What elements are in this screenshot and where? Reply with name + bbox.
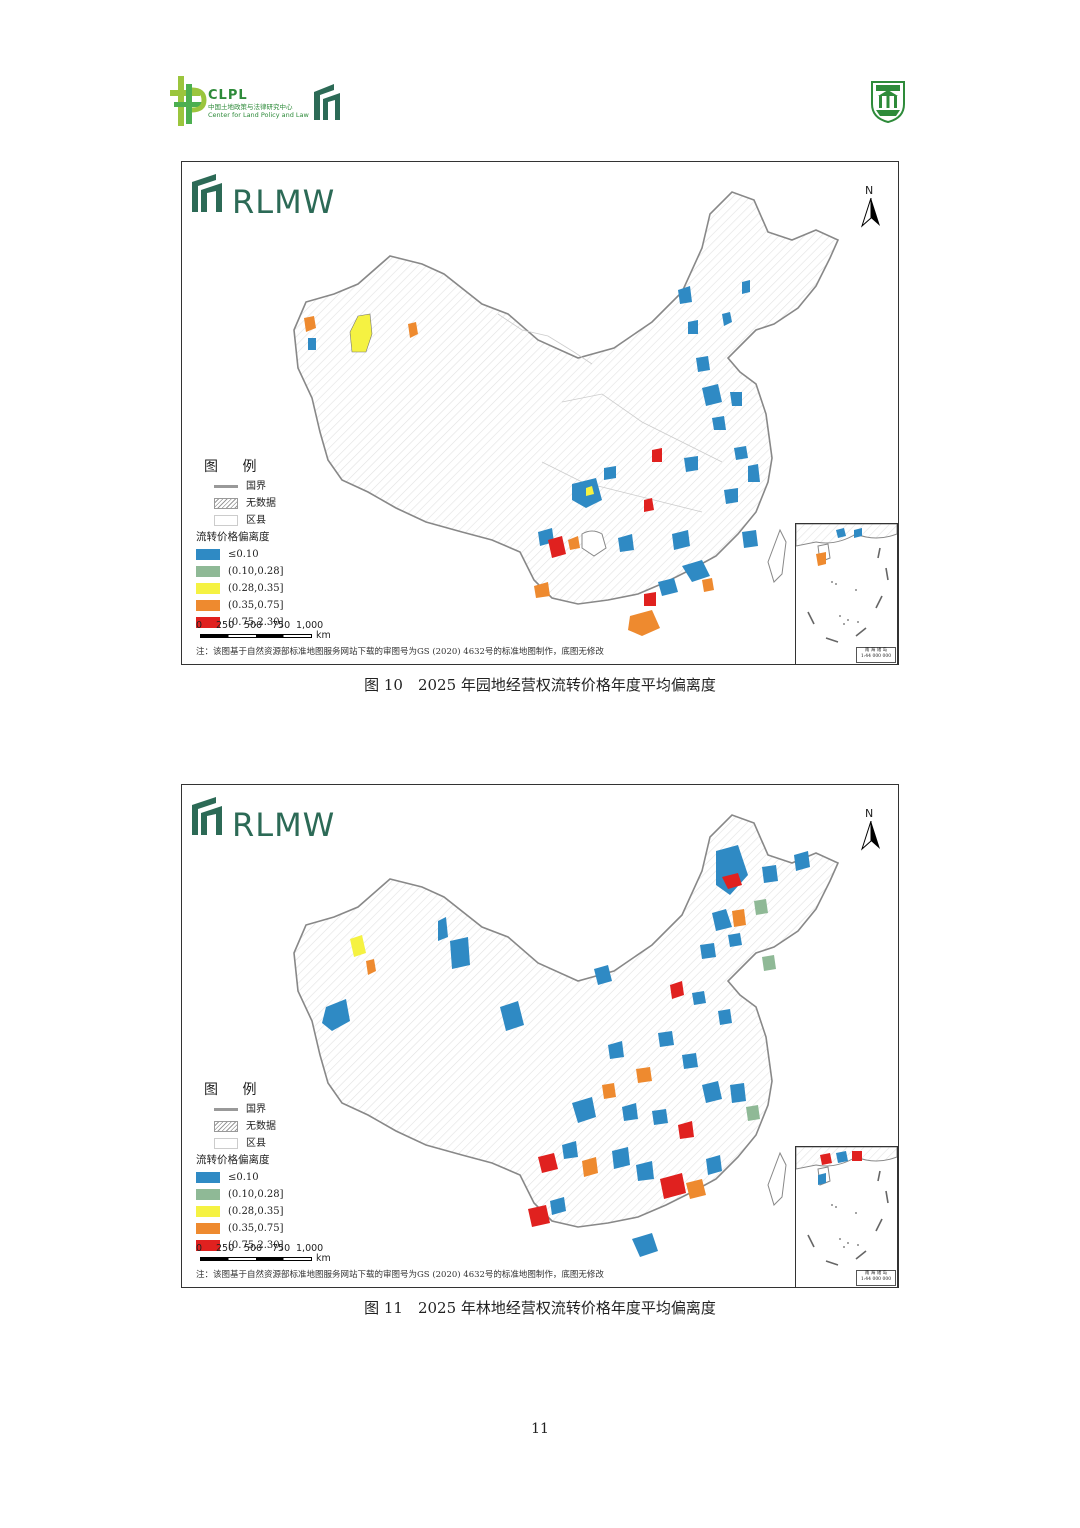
scale-tick: 500 — [244, 1243, 263, 1254]
scale-unit: km — [316, 630, 331, 641]
class-5-label: (0.75,2.30] — [228, 1240, 284, 1251]
legend-nodata: 无数据 — [246, 498, 276, 509]
class-5-swatch — [196, 1240, 220, 1251]
legend-title: 图 例 — [204, 1082, 267, 1098]
map-figure-11: RLMW N 图 例 国界 无数据 区县 流转价格偏离度 ≤0.10 (0.10… — [181, 784, 899, 1288]
legend-border: 国界 — [246, 1104, 266, 1115]
inset-scale: 1:44 000 000 — [860, 654, 892, 659]
rlmw-logo: RLMW — [190, 172, 334, 218]
class-1-swatch — [196, 1172, 220, 1183]
north-arrow: N — [860, 807, 882, 851]
inset-title: 南 海 诸 岛 — [864, 648, 888, 653]
class-3-swatch — [196, 1206, 220, 1217]
scale-tick: 750 — [272, 620, 291, 631]
clpl-logo: CLPL 中国土地政策与法律研究中心 Center for Land Polic… — [168, 72, 348, 130]
clpl-cn-name: 中国土地政策与法律研究中心 — [208, 103, 293, 111]
class-1-label: ≤0.10 — [228, 549, 259, 560]
rlmw-emblem-icon — [192, 174, 222, 212]
class-2-swatch — [196, 566, 220, 577]
seal-icon — [871, 81, 905, 124]
figure-11-caption: 图 11 2025 年林地经营权流转价格年度平均偏离度 — [364, 1299, 716, 1317]
price-deviation-regions — [322, 845, 810, 1257]
class-1-swatch — [196, 549, 220, 560]
class-1-label: ≤0.10 — [228, 1172, 259, 1183]
legend-category-title: 流转价格偏离度 — [196, 531, 270, 543]
scale-bar-graphic — [200, 634, 312, 638]
class-3-label: (0.28,0.35] — [228, 583, 284, 594]
scale-tick: 750 — [272, 1243, 291, 1254]
china-outline — [293, 814, 840, 1228]
map-note: 注：该图基于自然资源部标准地图服务网站下载的审图号为GS (2020) 4632… — [196, 647, 604, 657]
class-4-swatch — [196, 600, 220, 611]
scale-tick: 250 — [216, 620, 235, 631]
rlmw-small-logo-icon — [314, 84, 340, 120]
class-3-label: (0.28,0.35] — [228, 1206, 284, 1217]
clpl-emblem-icon — [170, 76, 207, 126]
scale-bar: 0 250 500 750 1,000 km — [196, 620, 356, 644]
district-symbol — [214, 1138, 238, 1149]
border-symbol — [214, 485, 238, 488]
page-number: 11 — [531, 1421, 549, 1437]
inset-map — [796, 524, 897, 643]
legend-nodata: 无数据 — [246, 1121, 276, 1132]
class-4-label: (0.35,0.75] — [228, 600, 284, 611]
clpl-title: CLPL — [208, 88, 248, 103]
north-arrow: N — [860, 184, 882, 228]
legend-category-title: 流转价格偏离度 — [196, 1154, 270, 1166]
figure-10-caption: 图 10 2025 年园地经营权流转价格年度平均偏离度 — [364, 676, 716, 694]
scale-tick: 0 — [196, 620, 203, 631]
university-seal — [868, 76, 908, 124]
inset-scale: 1:44 000 000 — [860, 1277, 892, 1282]
map-legend: 图 例 国界 无数据 区县 流转价格偏离度 ≤0.10 (0.10,0.28] … — [196, 456, 284, 631]
rlmw-logo: RLMW — [190, 795, 334, 841]
north-arrow-icon — [860, 821, 880, 851]
price-deviation-regions — [304, 280, 760, 636]
scale-tick: 250 — [216, 1243, 235, 1254]
class-4-swatch — [196, 1223, 220, 1234]
rlmw-brand: RLMW — [232, 806, 336, 844]
north-arrow-icon — [860, 198, 880, 228]
south-china-sea-inset: 南 海 诸 岛 1:44 000 000 — [795, 523, 898, 664]
class-2-swatch — [196, 1189, 220, 1200]
china-map — [293, 814, 840, 1257]
inset-label: 南 海 诸 岛 1:44 000 000 — [856, 647, 896, 663]
scale-bar-graphic — [200, 1257, 312, 1261]
map-note: 注：该图基于自然资源部标准地图服务网站下载的审图号为GS (2020) 4632… — [196, 1270, 604, 1280]
clpl-en-name: Center for Land Policy and Law — [208, 111, 309, 119]
legend-border: 国界 — [246, 481, 266, 492]
rlmw-brand: RLMW — [232, 183, 336, 221]
scale-bar: 0 250 500 750 1,000 km — [196, 1243, 356, 1267]
class-4-label: (0.35,0.75] — [228, 1223, 284, 1234]
nodata-symbol — [214, 1121, 238, 1132]
china-map — [293, 191, 840, 636]
class-2-label: (0.10,0.28] — [228, 566, 284, 577]
north-label: N — [865, 184, 874, 197]
china-outline — [293, 191, 840, 605]
north-label: N — [865, 807, 874, 820]
legend-district: 区县 — [246, 515, 266, 526]
scale-tick: 0 — [196, 1243, 203, 1254]
scale-tick: 1,000 — [296, 620, 324, 631]
map-figure-10: RLMW N 图 例 国界 无数据 区县 流转价格偏离度 ≤0.10 (0.10… — [181, 161, 899, 665]
inset-title: 南 海 诸 岛 — [864, 1271, 888, 1276]
legend-title: 图 例 — [204, 459, 267, 475]
class-2-label: (0.10,0.28] — [228, 1189, 284, 1200]
south-china-sea-inset: 南 海 诸 岛 1:44 000 000 — [795, 1146, 898, 1287]
legend-district: 区县 — [246, 1138, 266, 1149]
scale-tick: 500 — [244, 620, 263, 631]
map-legend: 图 例 国界 无数据 区县 流转价格偏离度 ≤0.10 (0.10,0.28] … — [196, 1079, 284, 1254]
class-3-swatch — [196, 583, 220, 594]
class-5-swatch — [196, 617, 220, 628]
inset-label: 南 海 诸 岛 1:44 000 000 — [856, 1270, 896, 1286]
inset-map — [796, 1147, 897, 1266]
nodata-symbol — [214, 498, 238, 509]
rlmw-emblem-icon — [192, 797, 222, 835]
border-symbol — [214, 1108, 238, 1111]
scale-tick: 1,000 — [296, 1243, 324, 1254]
scale-unit: km — [316, 1253, 331, 1264]
class-5-label: (0.75,2.30] — [228, 617, 284, 628]
district-symbol — [214, 515, 238, 526]
